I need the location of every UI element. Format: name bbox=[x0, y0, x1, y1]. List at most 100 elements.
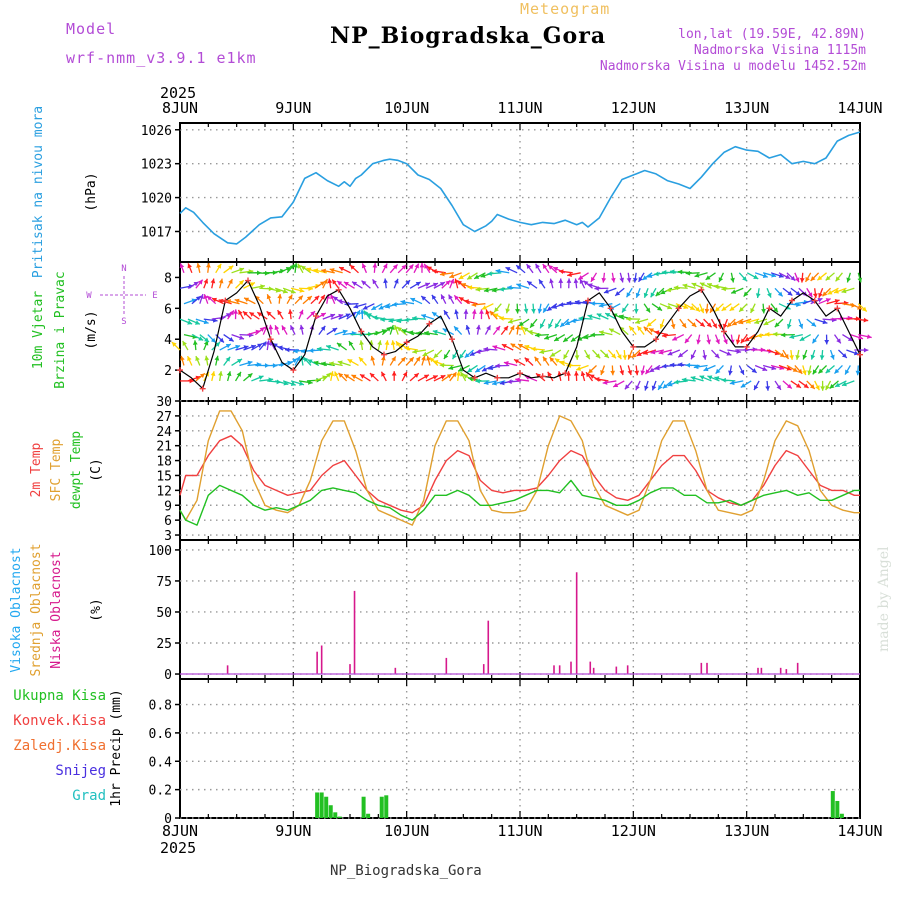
wind-arrow-head bbox=[787, 290, 793, 296]
wind-arrow-head bbox=[699, 282, 705, 287]
wind-arrow-head bbox=[702, 355, 707, 360]
wind-arrow-head bbox=[797, 368, 803, 374]
wind-marker bbox=[766, 305, 773, 312]
temp-dewpt-ylabel: dewpt Temp bbox=[69, 431, 84, 509]
wind-arrow-head bbox=[677, 269, 683, 275]
wind-arrow-head bbox=[480, 273, 486, 278]
wind-arrow-head bbox=[765, 386, 770, 391]
wind-arrow-head bbox=[699, 321, 705, 327]
wind-arrow-head bbox=[380, 317, 385, 322]
wind-arrow-head bbox=[818, 292, 823, 298]
wind-arrow-head bbox=[583, 280, 589, 286]
wind-arrow-head bbox=[449, 278, 455, 284]
wind-arrow-head bbox=[343, 281, 349, 287]
wind-marker bbox=[449, 336, 455, 343]
wind-arrow-head bbox=[218, 278, 224, 284]
wind-arrow-head bbox=[660, 289, 666, 295]
y-tick-label: 0 bbox=[164, 812, 172, 827]
wind-arrow-head bbox=[863, 317, 869, 323]
wind-arrow-head bbox=[739, 306, 744, 312]
wind-arrow-head bbox=[534, 332, 540, 338]
wind-arrow-head bbox=[633, 309, 639, 314]
wind-arrow-head bbox=[799, 278, 805, 283]
wind-arrow-head bbox=[646, 321, 652, 327]
wind-arrow-head bbox=[329, 268, 335, 273]
y-tick-label: 30 bbox=[156, 395, 172, 410]
wind-arrow-head bbox=[785, 274, 791, 279]
compass-n: N bbox=[121, 264, 126, 274]
wind-arrow-head bbox=[405, 280, 411, 285]
wind-arrow-head bbox=[586, 372, 591, 378]
wind-arrow-head bbox=[432, 375, 438, 380]
wind-arrow-head bbox=[306, 267, 312, 272]
wind-arrow-head bbox=[836, 338, 841, 344]
wind-arrow-head bbox=[815, 385, 820, 391]
wind-arrow-head bbox=[282, 288, 288, 294]
wind-arrow-head bbox=[706, 339, 711, 345]
wind-arrow-head bbox=[594, 376, 600, 382]
wind-arrow-head bbox=[527, 329, 533, 335]
wind-arrow-head bbox=[835, 276, 841, 282]
wind-arrow-head bbox=[515, 308, 520, 314]
wind-arrow-head bbox=[314, 295, 320, 301]
wind-arrow-head bbox=[210, 337, 216, 343]
wind-arrow-head bbox=[235, 344, 241, 350]
wind-arrow-head bbox=[182, 340, 187, 346]
wind-arrow-head bbox=[507, 379, 512, 385]
wind-arrow-head bbox=[590, 332, 595, 338]
wind-arrow-head bbox=[802, 354, 808, 360]
wind-arrow-head bbox=[483, 380, 489, 386]
wind-arrow-head bbox=[604, 353, 609, 358]
wind-arrow-head bbox=[475, 349, 481, 354]
wind-arrow-head bbox=[198, 336, 204, 341]
wind-arrow-head bbox=[695, 306, 700, 312]
pressure-line bbox=[179, 131, 861, 245]
wind-arrow-head bbox=[195, 375, 201, 381]
wind-arrow-head bbox=[794, 277, 800, 283]
wind-arrow-head bbox=[467, 285, 473, 290]
wind-arrow-head bbox=[414, 263, 419, 269]
y-tick-label: 1020 bbox=[141, 192, 172, 207]
wind-arrow-head bbox=[691, 282, 697, 288]
elevation-label: Nadmorska Visina 1115m bbox=[694, 43, 866, 58]
wind-arrow-head bbox=[338, 372, 344, 378]
cloud-low-ylabel: Niska Oblacnost bbox=[49, 551, 64, 668]
wind-marker bbox=[403, 339, 410, 346]
wind-arrow-head bbox=[667, 351, 673, 356]
credit-label: made by Angel bbox=[876, 546, 892, 652]
wind-arrow-head bbox=[678, 352, 684, 358]
y-tick-label: 75 bbox=[156, 575, 172, 590]
wind-arrow-head bbox=[475, 286, 481, 292]
wind-arrow-head bbox=[401, 329, 407, 334]
wind-arrow-head bbox=[397, 327, 403, 332]
wind-arrow-head bbox=[337, 360, 343, 366]
wind-arrow-head bbox=[195, 356, 200, 362]
wind-arrow-head bbox=[635, 319, 641, 325]
wind-arrow-head bbox=[454, 295, 460, 301]
wind-arrow-head bbox=[547, 371, 552, 377]
wind-arrow-head bbox=[463, 374, 469, 379]
wind-arrow-head bbox=[389, 325, 395, 330]
date-tick-label-bottom: 13JUN bbox=[724, 822, 769, 840]
y-tick-label: 6 bbox=[164, 514, 172, 529]
wind-arrow-head bbox=[626, 277, 632, 283]
wind-arrow-head bbox=[290, 288, 296, 294]
wind-arrow-head bbox=[469, 351, 475, 356]
wind-arrow-head bbox=[731, 289, 737, 294]
wind-arrow-head bbox=[339, 266, 345, 272]
wind-arrow-head bbox=[693, 364, 699, 370]
wind-arrow-head bbox=[635, 385, 640, 391]
wind-arrow-head bbox=[421, 295, 427, 301]
wind-arrow-head bbox=[355, 310, 361, 316]
date-tick-label-top: 11JUN bbox=[497, 99, 542, 117]
wind-arrow-head bbox=[861, 306, 867, 312]
wind-arrow-head bbox=[297, 263, 303, 269]
wind-arrow-head bbox=[180, 355, 185, 361]
wind-arrow-head bbox=[774, 322, 780, 328]
wind-arrow-head bbox=[491, 287, 497, 293]
wind-arrow-head bbox=[650, 349, 656, 355]
wind-arrow-head bbox=[649, 328, 655, 333]
wind-arrow-head bbox=[320, 325, 326, 331]
wind-arrow-head bbox=[558, 302, 564, 307]
wind-arrow-head bbox=[834, 368, 840, 374]
